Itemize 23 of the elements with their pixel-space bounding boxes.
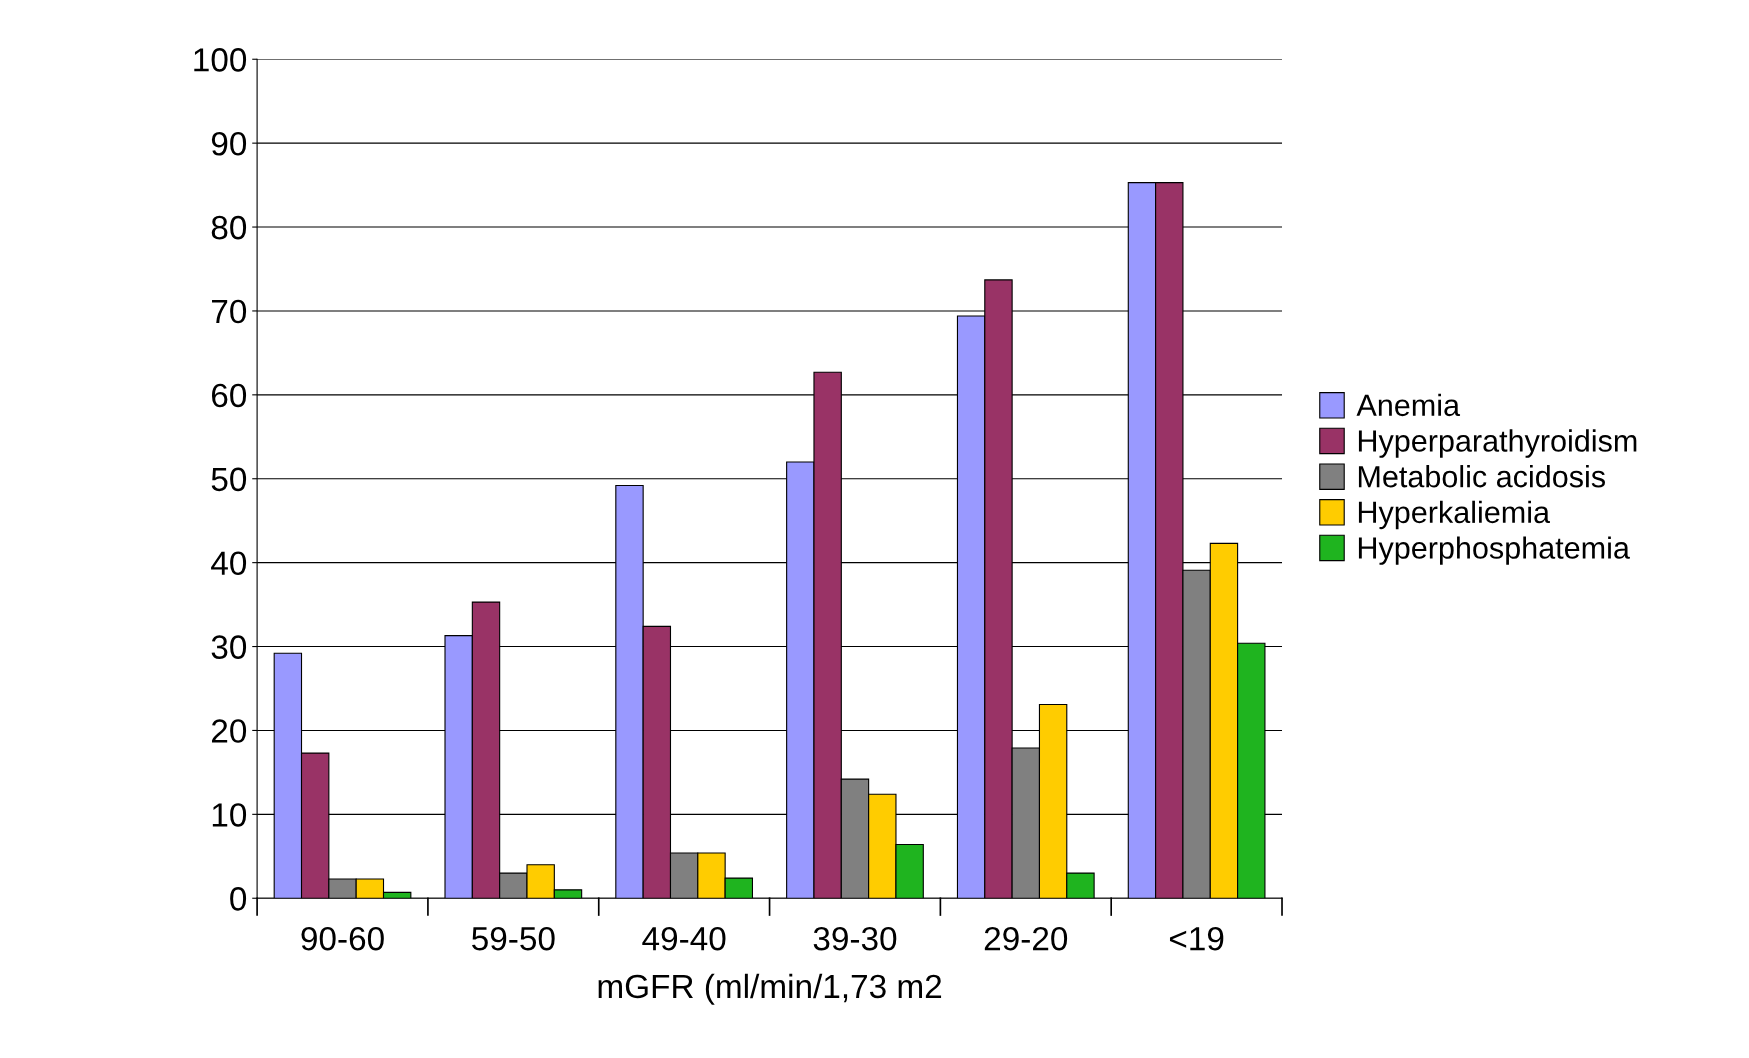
y-tick-label: 60 [212,383,247,408]
y-tick-label: 90 [211,131,247,156]
y-tick-label: 40 [211,551,247,576]
x-axis-title: mGFR (ml/min/1,73 m2 [598,973,942,1005]
y-tick-label: 70 [212,299,247,324]
x-tick-label: 90-60 [301,926,384,951]
x-tick-label: 29-20 [984,926,1068,951]
y-tick-label: 20 [211,719,247,743]
legend-label: Hyperparathyroidism [1358,429,1637,458]
y-tick-label: 30 [211,635,247,659]
y-tick-label: 10 [212,803,247,827]
y-tick-label: 80 [211,215,247,240]
y-tick-label: 50 [211,467,247,492]
y-tick-label: 100 [194,48,247,72]
legend-label: Hyperphosphatemia [1358,536,1630,565]
legend-label: Hyperkaliemia [1358,500,1551,530]
legend-label: Metabolic acidosis [1358,465,1605,488]
x-tick-label: <19 [1169,926,1224,951]
x-tick-label: 39-30 [813,926,897,951]
y-tick-label: 0 [230,887,247,911]
x-tick-label: 49-40 [642,926,726,951]
legend-label: Anemia [1356,393,1461,417]
x-tick-label: 59-50 [472,926,555,951]
